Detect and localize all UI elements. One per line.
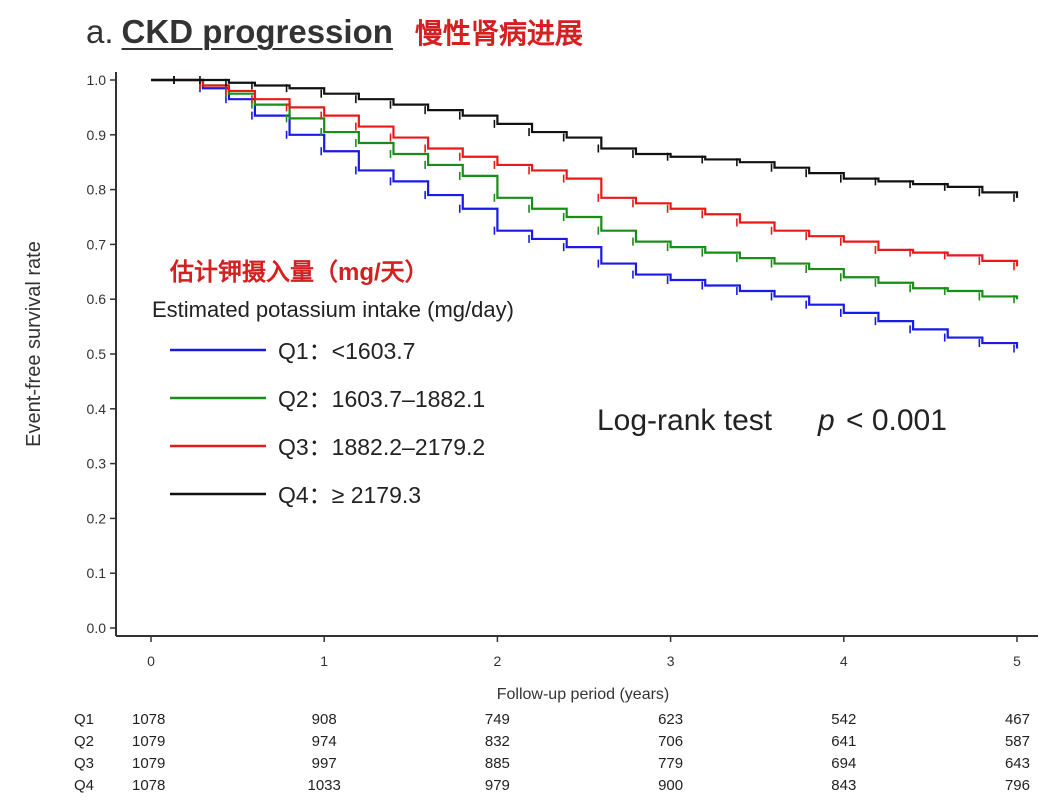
series-line-q3 [151,78,1019,267]
x-tick-label: 4 [840,653,848,669]
risk-cell: 974 [312,733,337,750]
risk-row-label: Q1 [74,711,94,728]
series-line-q4 [151,78,1019,198]
risk-cell: 843 [831,777,856,794]
risk-cell: 587 [1005,733,1030,750]
risk-row-label: Q3 [74,755,94,772]
y-tick-label: 0.8 [87,182,107,198]
logrank-p-symbol: p [817,404,835,437]
panel-label: a. [86,13,114,50]
series-line-q1 [151,78,1019,349]
x-axis-label: Follow-up period (years) [497,686,670,703]
y-tick-label: 0.3 [87,456,107,472]
y-tick-label: 0.0 [87,620,107,636]
legend-label-3: Q3：1882.2–2179.2 [278,434,485,460]
risk-row-label: Q2 [74,733,94,750]
x-tick-label: 3 [667,653,675,669]
risk-cell: 885 [485,755,510,772]
chart-axes: 0.0 0.1 0.2 0.3 0.4 0.5 0.6 0.7 0.8 0.9 1.0 0 1 2 3 4 5 F… [23,72,1038,703]
x-tick-label: 2 [494,653,502,669]
risk-cell: 908 [312,711,337,728]
risk-cell: 1033 [308,777,341,794]
chart-legend: 估计钾摄入量（mg/天） Estimated potassium intake (… [152,258,514,508]
y-tick-label: 0.1 [87,565,107,581]
y-tick-label: 0.6 [87,291,107,307]
risk-cell: 1078 [132,777,165,794]
chart-series [151,76,1019,353]
y-tick-label: 1.0 [87,72,107,88]
legend-title-chinese: 估计钾摄入量（mg/天） [169,258,429,286]
y-tick-label: 0.5 [87,346,107,362]
legend-title: Estimated potassium intake (mg/day) [152,297,514,322]
risk-cell: 1079 [132,733,165,750]
risk-cell: 832 [485,733,510,750]
series-line-q2 [151,78,1019,300]
chart-annotation: Log-rank test p < 0.001 [597,404,947,437]
risk-cell: 694 [831,755,856,772]
y-tick-label: 0.7 [87,236,107,252]
risk-row-label: Q4 [74,777,94,794]
risk-cell: 706 [658,733,683,750]
legend-label-4: Q4：≥ 2179.3 [278,482,421,508]
figure-title-chinese: 慢性肾病进展 [414,17,583,50]
risk-table: Q1 1078 908 749 623 542 467 Q2 1079 974 832 706 641 5… [74,711,1030,794]
y-axis-label: Event-free survival rate [23,241,45,447]
risk-cell: 796 [1005,777,1030,794]
risk-cell: 623 [658,711,683,728]
x-tick-label: 1 [320,653,328,669]
risk-cell: 900 [658,777,683,794]
risk-cell: 542 [831,711,856,728]
risk-cell: 467 [1005,711,1030,728]
figure-title: CKD progression [121,13,393,50]
y-tick-label: 0.4 [87,401,107,417]
risk-cell: 779 [658,755,683,772]
risk-cell: 641 [831,733,856,750]
figure-header: a. CKD progression 慢性肾病进展 [86,12,583,58]
legend-label-1: Q1：<1603.7 [278,338,415,364]
x-tick-label: 0 [147,653,155,669]
risk-cell: 1078 [132,711,165,728]
y-tick-label: 0.9 [87,127,107,143]
legend-label-2: Q2：1603.7–1882.1 [278,386,485,412]
risk-cell: 643 [1005,755,1030,772]
x-tick-label: 5 [1013,653,1021,669]
risk-cell: 979 [485,777,510,794]
risk-cell: 997 [312,755,337,772]
y-tick-label: 0.2 [87,510,107,526]
logrank-p-value: < 0.001 [846,404,947,437]
logrank-prefix: Log-rank test [597,404,773,437]
risk-cell: 749 [485,711,510,728]
risk-cell: 1079 [132,755,165,772]
